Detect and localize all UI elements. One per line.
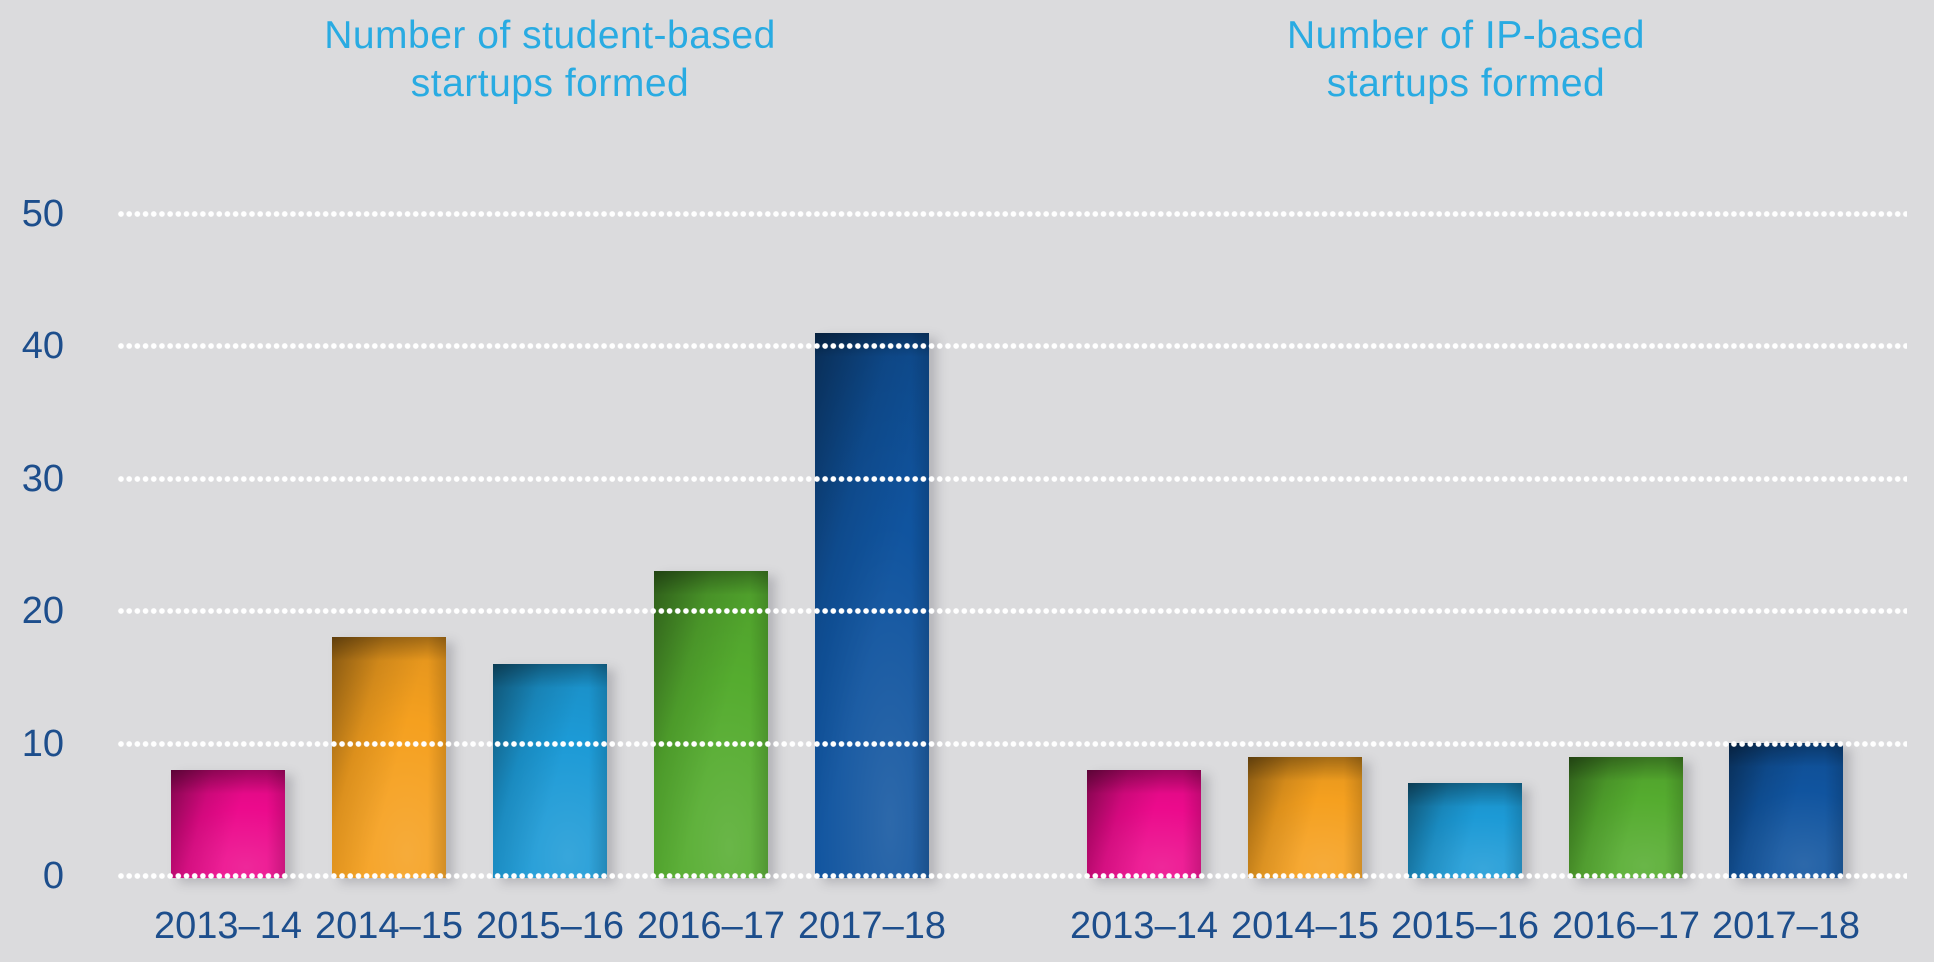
student-x-axis-label-2013–14: 2013–14 [154,905,302,947]
gridline-40 [117,342,1907,350]
student-x-axis-label-2015–16: 2015–16 [476,905,624,947]
ip-x-axis-label-2013–14: 2013–14 [1070,905,1218,947]
y-axis-label-0: 0 [42,855,64,897]
gridline-0 [117,872,1907,880]
left-chart-title-line-1: Number of student-based [324,14,776,57]
y-axis-label-10: 10 [21,722,64,765]
right-chart-title-line-1: Number of IP-based [1286,14,1645,57]
ip-x-axis-label-2015–16: 2015–16 [1391,905,1539,947]
left-chart-title: Number of student-based startups formed [220,12,880,108]
student-bar-2016–17 [654,571,768,878]
y-axis-label-40: 40 [21,325,64,367]
ip-bar-2014–15 [1248,757,1362,878]
ip-bar-2013–14 [1087,770,1201,878]
student-bar-2014–15 [332,637,446,878]
student-x-axis-label-2016–17: 2016–17 [637,905,785,947]
ip-x-axis-label-2014–15: 2014–15 [1231,905,1379,947]
student-x-axis-label-2014–15: 2014–15 [315,905,463,947]
ip-bar-2016–17 [1569,757,1683,878]
left-chart-title-line-2: startups formed [410,62,690,105]
student-bar-2013–14 [171,770,285,878]
y-axis-label-50: 50 [21,192,64,235]
ip-bar-2017–18 [1729,743,1843,878]
student-bar-2015–16 [493,664,607,878]
y-axis-label-20: 20 [21,590,64,632]
gridline-30 [117,474,1907,483]
right-chart-title: Number of IP-based startups formed [1136,12,1796,108]
right-chart-title-line-2: startups formed [1326,62,1606,105]
ip-x-axis-label-2017–18: 2017–18 [1712,905,1860,947]
student-bar-2017–18 [815,333,929,878]
gridline-10 [117,739,1907,748]
ip-x-axis-label-2016–17: 2016–17 [1552,905,1700,947]
y-axis-label-30: 30 [21,457,64,500]
ip-bar-2015–16 [1408,783,1522,878]
gridline-20 [117,607,1907,615]
gridline-50 [117,209,1907,218]
student-x-axis-label-2017–18: 2017–18 [798,905,946,947]
